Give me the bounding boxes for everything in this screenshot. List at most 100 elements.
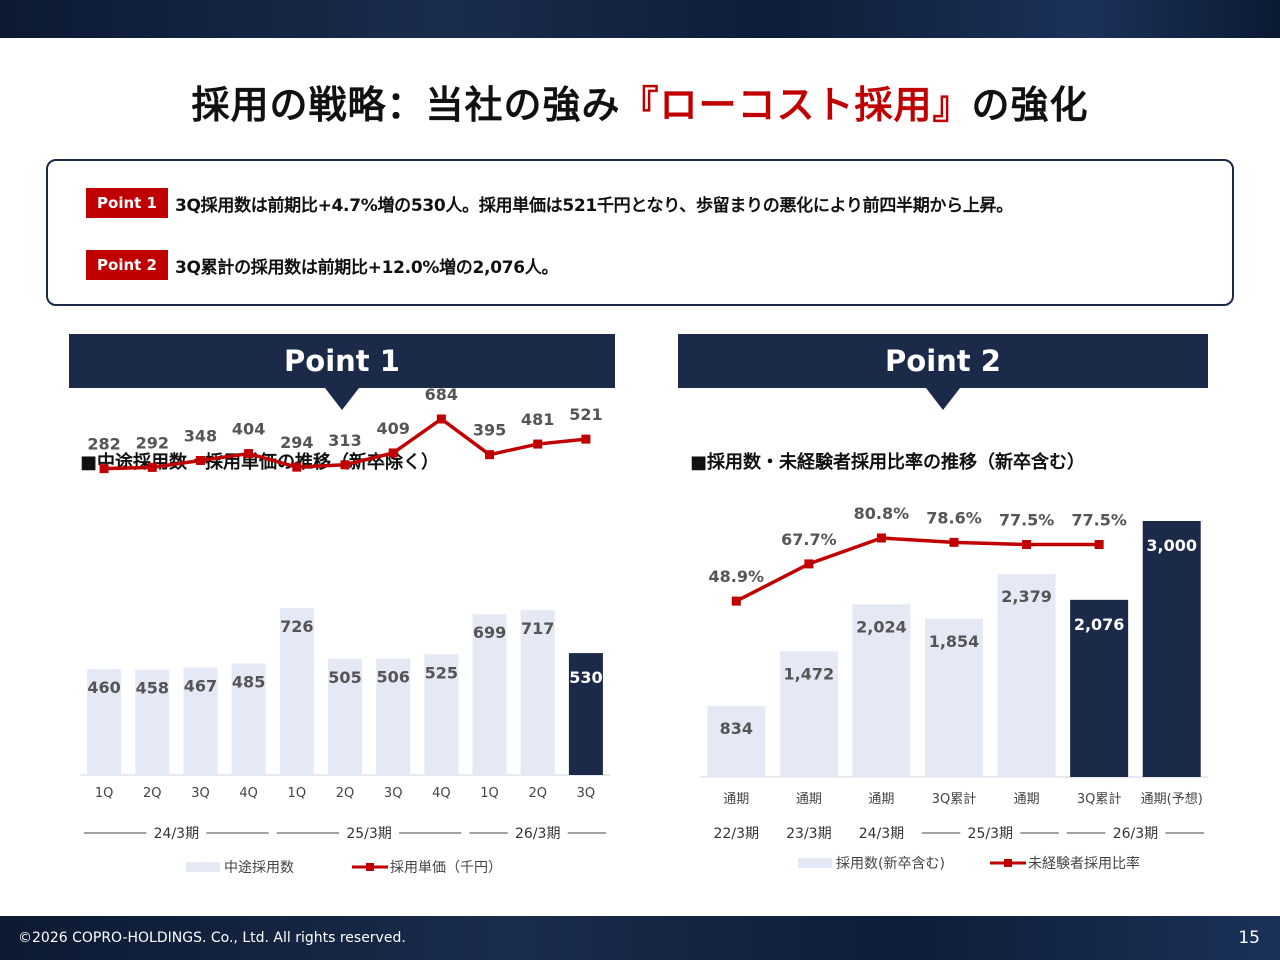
chart-1-category-label: 2Q bbox=[528, 786, 547, 801]
chart-1-group-label: 25/3期 bbox=[346, 826, 391, 842]
chart-2-category-label: 通期 bbox=[868, 792, 894, 807]
chart-2-category-label: 通期(予想) bbox=[1141, 791, 1203, 807]
page-number: 15 bbox=[1238, 928, 1260, 948]
point-2-banner-arrow bbox=[926, 388, 960, 410]
chart-2-line-point bbox=[1094, 540, 1104, 550]
chart-2-bar bbox=[1070, 599, 1129, 777]
chart-1-line-point bbox=[388, 448, 398, 458]
chart-2-category-label: 通期 bbox=[723, 792, 749, 807]
chart-1-bar-label: 525 bbox=[425, 663, 458, 682]
chart-2-bar bbox=[852, 604, 911, 777]
chart-1-bar-label: 717 bbox=[521, 619, 554, 638]
point-1-banner-label: Point 1 bbox=[284, 344, 400, 378]
chart-1-line-point bbox=[533, 439, 543, 449]
chart-2-line-label: 67.7% bbox=[781, 530, 837, 549]
point-1-text: 3Q採用数は前期比+4.7%増の530人。採用単価は521千円となり、歩留まりの… bbox=[175, 195, 1013, 216]
chart-2-category-label: 3Q累計 bbox=[1077, 791, 1122, 807]
chart-1-legend-label: 採用単価（千円） bbox=[390, 860, 502, 876]
chart-1-category-label: 3Q bbox=[384, 786, 403, 801]
chart-2-bar-label: 2,024 bbox=[856, 617, 907, 636]
chart-1-bar bbox=[279, 608, 314, 775]
chart-1-bar-label: 460 bbox=[87, 678, 120, 697]
chart-2-bar bbox=[1142, 521, 1201, 777]
chart-1-bar-label: 467 bbox=[184, 677, 217, 696]
chart-1-line-label: 294 bbox=[280, 433, 313, 452]
title-prefix: 採用の戦略：当社の強み bbox=[191, 83, 621, 127]
chart-1-category-label: 1Q bbox=[480, 786, 499, 801]
chart-2-line-label: 77.5% bbox=[999, 511, 1055, 530]
chart-2-bar bbox=[997, 573, 1056, 777]
chart-2-category-label: 3Q累計 bbox=[932, 791, 977, 807]
chart-2-title: ■採用数・未経験者採用比率の推移（新卒含む） bbox=[690, 452, 1086, 473]
chart-1-group-label: 26/3期 bbox=[515, 826, 560, 842]
chart-2-line-label: 78.6% bbox=[926, 508, 982, 527]
chart-1-line-label: 684 bbox=[425, 385, 458, 404]
chart-2-category-label: 通期 bbox=[1014, 792, 1040, 807]
chart-1-line-label: 521 bbox=[569, 405, 602, 424]
chart-1-line-label: 292 bbox=[136, 433, 169, 452]
chart-2-group-label: 23/3期 bbox=[786, 826, 831, 842]
chart-2-group-label: 26/3期 bbox=[1113, 826, 1158, 842]
point-1-banner-arrow bbox=[325, 388, 359, 410]
chart-1-bar bbox=[87, 669, 122, 775]
chart-1-bar-label: 506 bbox=[376, 668, 409, 687]
chart-2-category-label: 通期 bbox=[796, 792, 822, 807]
chart-2-group-label: 25/3期 bbox=[968, 826, 1013, 842]
chart-2-group-label: 22/3期 bbox=[714, 826, 759, 842]
chart-1-legend-marker bbox=[366, 863, 374, 871]
chart-1-line-label: 404 bbox=[232, 420, 265, 439]
top-header-bar bbox=[0, 0, 1280, 38]
page-title: 採用の戦略：当社の強み『ローコスト採用』の強化 bbox=[0, 74, 1280, 129]
chart-1-bar-label: 485 bbox=[232, 672, 265, 691]
points-summary-box: Point 1 3Q採用数は前期比+4.7%増の530人。採用単価は521千円と… bbox=[46, 159, 1234, 306]
chart-1-line-label: 409 bbox=[376, 419, 409, 438]
chart-2-legend-label: 未経験者採用比率 bbox=[1028, 855, 1140, 872]
chart-1-line-point bbox=[99, 464, 109, 474]
chart-2-bar bbox=[707, 705, 766, 777]
chart-2-bar bbox=[925, 618, 983, 777]
chart-2-bar-label: 834 bbox=[720, 719, 753, 738]
chart-2-line-label: 80.8% bbox=[854, 504, 910, 523]
chart-2-line-point bbox=[949, 537, 959, 547]
chart-1-bar-label: 530 bbox=[569, 668, 602, 687]
chart-1-line-point bbox=[147, 462, 157, 472]
footer-bar: ©2026 COPRO-HOLDINGS. Co., Ltd. All righ… bbox=[0, 916, 1280, 960]
title-suffix: の強化 bbox=[971, 83, 1089, 127]
title-accent: 『ローコスト採用』 bbox=[620, 83, 972, 127]
chart-2-bar-label: 2,379 bbox=[1001, 587, 1052, 606]
chart-1-bar-label: 458 bbox=[136, 679, 169, 698]
chart-2-bar-label: 1,854 bbox=[929, 632, 980, 651]
chart-2-bar-label: 1,472 bbox=[784, 664, 835, 683]
chart-1-group-label: 24/3期 bbox=[154, 826, 199, 842]
chart-1-line-label: 313 bbox=[328, 431, 361, 450]
chart-1-bar bbox=[424, 654, 459, 775]
point-row-1: Point 1 3Q採用数は前期比+4.7%増の530人。採用単価は521千円と… bbox=[86, 188, 1013, 218]
chart-1-bar bbox=[376, 658, 411, 775]
chart-1-line-label: 481 bbox=[521, 410, 554, 429]
chart-1-category-label: 3Q bbox=[191, 786, 210, 801]
chart-1-legend-swatch bbox=[186, 862, 220, 872]
point-row-2: Point 2 3Q累計の採用数は前期比+12.0%増の2,076人。 bbox=[86, 250, 558, 280]
chart-2-bar-label: 2,076 bbox=[1074, 615, 1125, 634]
point-2-banner: Point 2 bbox=[678, 334, 1208, 410]
chart-1-category-label: 2Q bbox=[336, 786, 355, 801]
chart-2-legend-marker bbox=[1004, 859, 1012, 867]
chart-1-bar bbox=[472, 614, 507, 775]
chart-1-bar bbox=[328, 658, 362, 775]
chart-1-category-label: 4Q bbox=[432, 786, 451, 801]
chart-1-line-point bbox=[244, 449, 254, 459]
chart-1-bar-label: 699 bbox=[473, 623, 506, 642]
chart-1-category-label: 1Q bbox=[95, 786, 114, 801]
chart-1-line-point bbox=[485, 450, 495, 460]
chart-1-bar-label: 505 bbox=[328, 668, 361, 687]
chart-1-category-label: 4Q bbox=[239, 786, 258, 801]
chart-1-line-point bbox=[436, 414, 446, 424]
chart-2-bar-label: 3,000 bbox=[1146, 536, 1197, 555]
copyright-text: ©2026 COPRO-HOLDINGS. Co., Ltd. All righ… bbox=[18, 930, 406, 946]
chart-2-legend-swatch bbox=[798, 858, 832, 868]
chart-1-category-label: 3Q bbox=[577, 786, 596, 801]
chart-2-line-point bbox=[731, 596, 741, 606]
chart-1-line-point bbox=[292, 462, 302, 472]
chart-2-line-point bbox=[1022, 540, 1032, 550]
